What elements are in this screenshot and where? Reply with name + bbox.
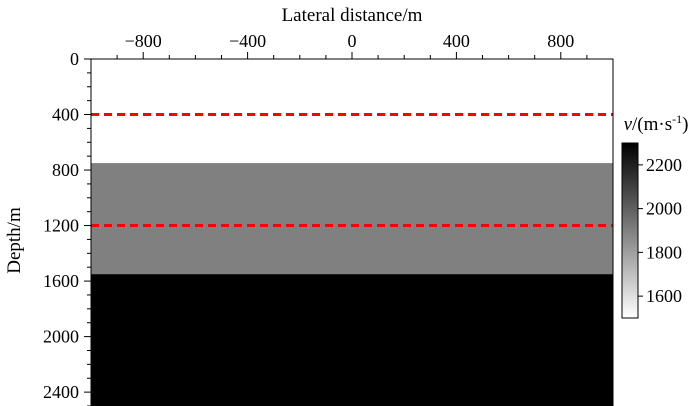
colorbar-title-unit: /(m·s — [632, 114, 672, 135]
y-tick-label: 400 — [52, 105, 79, 125]
colorbar-tick-label: 1800 — [646, 242, 682, 262]
x-tick-label: 400 — [443, 31, 470, 51]
colorbar-title-exponent: -1 — [672, 112, 682, 126]
y-tick-label: 0 — [70, 49, 79, 69]
x-tick-label: 0 — [348, 31, 357, 51]
colorbar-tick-label: 2000 — [646, 199, 682, 219]
colorbar-title-symbol: v — [624, 114, 633, 135]
colorbar — [621, 142, 639, 319]
x-axis: −800 −400 0 400 800 — [116, 31, 588, 59]
y-tick-label: 2000 — [43, 327, 79, 347]
x-axis-title: Lateral distance/m — [282, 5, 423, 26]
y-tick-label: 1600 — [43, 271, 79, 291]
y-tick-label: 2400 — [43, 382, 79, 402]
colorbar-title-close: ) — [682, 114, 688, 135]
layer-0 — [91, 59, 613, 164]
x-tick-label: −800 — [125, 31, 162, 51]
colorbar-title: v/(m·s-1) — [624, 112, 689, 135]
colorbar-ticks: 1600 1800 2000 2200 — [638, 155, 682, 306]
velocity-layers — [91, 59, 613, 406]
y-axis-title: Depth/m — [4, 207, 25, 274]
y-tick-label: 1200 — [43, 216, 79, 236]
y-tick-label: 800 — [52, 160, 79, 180]
x-tick-label: −400 — [229, 31, 266, 51]
colorbar-tick-label: 2200 — [646, 155, 682, 175]
layer-2 — [91, 274, 613, 406]
x-tick-label: 800 — [547, 31, 574, 51]
layer-1 — [91, 163, 613, 275]
y-axis: 0 400 800 1200 1600 2000 2400 — [43, 49, 91, 406]
reference-lines — [91, 113, 613, 228]
colorbar-tick-label: 1600 — [646, 286, 682, 306]
